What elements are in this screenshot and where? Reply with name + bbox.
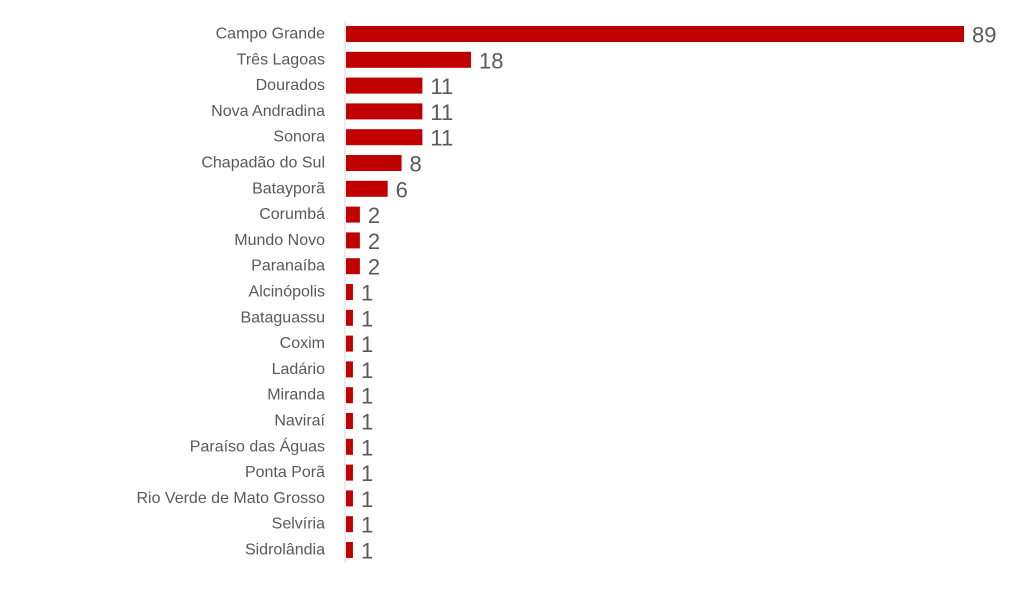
category-label: Coxim xyxy=(280,335,325,352)
category-label: Mundo Novo xyxy=(234,232,325,249)
category-label: Chapadão do Sul xyxy=(201,155,325,172)
bar xyxy=(346,129,423,146)
value-label: 1 xyxy=(361,513,373,538)
category-label: Naviraí xyxy=(274,413,325,430)
bar xyxy=(346,413,353,429)
bar xyxy=(346,335,353,352)
category-label: Corumbá xyxy=(259,206,325,223)
category-label: Ponta Porã xyxy=(245,464,325,481)
value-label: 11 xyxy=(430,126,453,151)
value-label: 1 xyxy=(361,281,373,306)
category-label: Nova Andradina xyxy=(211,103,325,120)
bar xyxy=(346,542,353,558)
value-label: 1 xyxy=(361,461,373,486)
bar xyxy=(346,103,423,120)
bar xyxy=(346,438,353,455)
value-label: 2 xyxy=(368,229,380,254)
value-label: 89 xyxy=(972,23,996,48)
bar xyxy=(346,155,402,171)
value-label: 1 xyxy=(361,332,373,357)
bar xyxy=(346,258,360,275)
value-label: 11 xyxy=(430,74,453,99)
value-label: 6 xyxy=(396,177,408,202)
bar xyxy=(346,361,353,378)
value-label: 2 xyxy=(368,255,380,280)
bar xyxy=(346,387,353,404)
category-label: Campo Grande xyxy=(216,26,325,43)
category-label: Sonora xyxy=(273,129,325,146)
category-label: Dourados xyxy=(256,77,325,94)
bar xyxy=(346,77,423,94)
bars-group xyxy=(346,26,964,558)
category-label: Bataguassu xyxy=(240,309,325,326)
value-label: 1 xyxy=(361,410,373,435)
value-label: 8 xyxy=(410,152,422,177)
value-label: 11 xyxy=(430,100,453,125)
bar xyxy=(346,180,388,197)
category-label: Batayporã xyxy=(252,180,325,197)
bar xyxy=(346,232,360,249)
category-label: Três Lagoas xyxy=(237,51,325,68)
bar xyxy=(346,490,353,507)
value-label: 1 xyxy=(361,539,373,564)
category-label: Alcinópolis xyxy=(249,284,325,301)
category-label: Paranaíba xyxy=(251,258,325,275)
category-label: Selvíria xyxy=(272,516,325,533)
category-labels-group: Campo Grande Três Lagoas Dourados Nova Andr… xyxy=(136,26,325,559)
category-label: Sidrolândia xyxy=(245,542,325,559)
category-label: Ladário xyxy=(272,361,325,378)
bar xyxy=(346,464,353,481)
category-label: Paraíso das Águas xyxy=(190,436,325,455)
bar xyxy=(346,26,964,42)
value-label: 2 xyxy=(368,203,380,228)
category-label: Miranda xyxy=(267,387,325,404)
value-label: 1 xyxy=(361,435,373,460)
bar xyxy=(346,284,353,300)
value-label: 1 xyxy=(361,384,373,409)
value-label: 1 xyxy=(361,487,373,512)
bar xyxy=(346,206,360,223)
value-label: 1 xyxy=(361,358,373,383)
value-label: 1 xyxy=(361,306,373,331)
value-label: 18 xyxy=(479,48,503,73)
category-label: Rio Verde de Mato Grosso xyxy=(136,490,325,507)
bar xyxy=(346,309,353,326)
bar xyxy=(346,51,471,68)
bar xyxy=(346,516,353,533)
